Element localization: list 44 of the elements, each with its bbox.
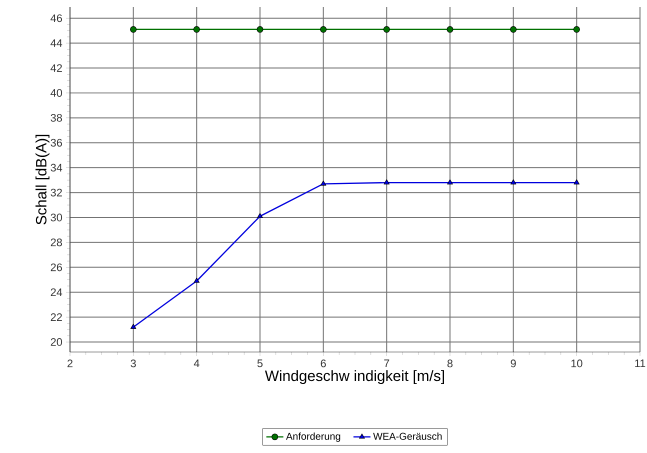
y-tick-label: 28 (50, 238, 62, 246)
point (256, 26, 264, 33)
point (446, 26, 454, 33)
y-tick-label: 42 (50, 64, 62, 72)
x-tick-label: 7 (384, 360, 390, 368)
x-tick-label: 10 (571, 360, 582, 368)
y-tick-label: 46 (50, 14, 62, 22)
x-tick-label: 3 (130, 360, 136, 368)
point (130, 324, 136, 329)
point (510, 26, 517, 33)
y-tick-label: 36 (50, 138, 62, 147)
point (320, 26, 327, 33)
point (320, 180, 326, 186)
y-tick-label: 24 (50, 288, 62, 296)
x-tick-label: 2 (68, 360, 72, 368)
x-tick-label: 8 (447, 360, 453, 368)
point (130, 26, 137, 33)
point (383, 26, 390, 33)
legend-label: Anforderung (286, 432, 340, 442)
y-tick-label: 22 (50, 313, 62, 321)
x-tick-label: 5 (257, 360, 263, 368)
x-tick-label: 6 (320, 360, 326, 368)
point (384, 179, 390, 184)
point (194, 278, 200, 283)
y-tick-label: 20 (50, 338, 62, 346)
x-axis-title: Windgeschw indigkeit [m/s] (264, 370, 444, 384)
legend-label: WEA-Geräusch (373, 432, 442, 440)
y-tick-label: 32 (50, 188, 62, 196)
x-tick-label: 9 (510, 360, 516, 368)
point (193, 26, 200, 33)
y-tick-label: 30 (50, 214, 62, 222)
point (574, 179, 580, 184)
x-tick-label: 4 (194, 360, 200, 368)
y-axis-title: Schall [dB(A)] (36, 134, 50, 225)
y-tick-label: 38 (50, 114, 62, 122)
y-tick-label: 26 (50, 263, 62, 272)
point (573, 26, 580, 33)
point (257, 212, 263, 218)
y-tick-label: 40 (50, 89, 62, 97)
y-tick-label: 34 (50, 164, 62, 172)
point (510, 179, 516, 184)
x-tick-label: 11 (635, 360, 646, 368)
point (447, 179, 453, 184)
y-tick-label: 44 (50, 39, 62, 47)
